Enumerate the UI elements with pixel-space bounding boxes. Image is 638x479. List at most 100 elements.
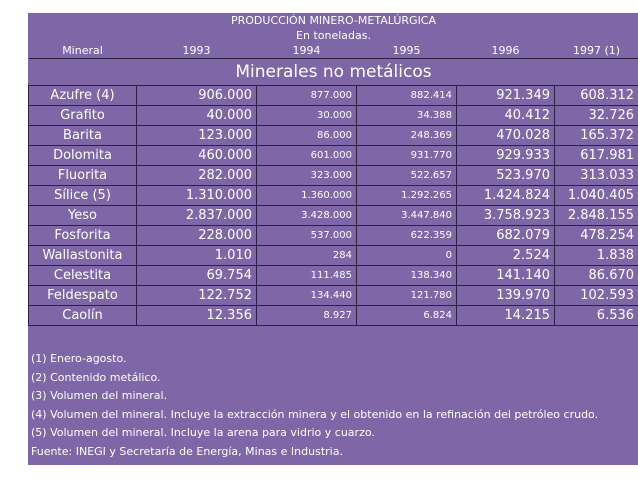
value-1994: 323.000 [256, 165, 357, 186]
production-table: PRODUCCIÓN MINERO-METALÚRGICA En tonelad… [28, 13, 638, 326]
value-1993: 40.000 [136, 105, 257, 126]
value-1996: 14.215 [456, 305, 555, 326]
value-1993: 460.000 [136, 145, 257, 166]
mineral-name: Dolomita [28, 145, 137, 166]
footnote: (5) Volumen del mineral. Incluye la aren… [31, 426, 375, 440]
value-1995: 1.292.265 [356, 185, 457, 206]
value-1995: 0 [356, 245, 457, 266]
table-row: Fosforita 228.000 537.000 622.359 682.079 478… [28, 225, 638, 246]
value-1997: 1.040.405 [553, 185, 638, 206]
value-1995: 3.447.840 [356, 205, 457, 226]
value-1993: 123.000 [136, 125, 257, 146]
table-row: Yeso 2.837.000 3.428.000 3.447.840 3.758.923… [28, 205, 638, 226]
value-1994: 30.000 [256, 105, 357, 126]
value-1995: 6.824 [356, 305, 457, 326]
value-1996: 2.524 [456, 245, 555, 266]
footnote: (4) Volumen del mineral. Incluye la extr… [31, 407, 599, 421]
value-1997: 617.981 [553, 145, 638, 166]
table-row: Grafito 40.000 30.000 34.388 40.412 32.726 [28, 105, 638, 126]
mineral-name: Caolín [28, 305, 137, 326]
section-title: Minerales no metálicos [235, 62, 432, 82]
value-1994: 8.927 [256, 305, 357, 326]
value-1995: 622.359 [356, 225, 457, 246]
mineral-name: Celestita [28, 265, 137, 286]
value-1996: 3.758.923 [456, 205, 555, 226]
value-1997: 32.726 [553, 105, 638, 126]
value-1994: 1.360.000 [256, 185, 357, 206]
table-row: Azufre (4) 906.000 877.000 882.414 921.349 60… [28, 85, 638, 106]
mineral-name: Fosforita [28, 225, 137, 246]
mineral-name: Fluorita [28, 165, 137, 186]
value-1994: 134.440 [256, 285, 357, 306]
value-1993: 1.310.000 [136, 185, 257, 206]
value-1995: 931.770 [356, 145, 457, 166]
value-1997: 165.372 [553, 125, 638, 146]
mineral-name: Azufre (4) [28, 85, 137, 106]
value-1993: 2.837.000 [136, 205, 257, 226]
header-1995: 1995 [356, 43, 457, 59]
value-1997: 102.593 [553, 285, 638, 306]
mineral-name: Yeso [28, 205, 137, 226]
header-row: Mineral 1993 1994 1995 1996 1997 (1) [28, 43, 638, 59]
footnote: (3) Volumen del mineral. [31, 389, 168, 403]
value-1996: 40.412 [456, 105, 555, 126]
table-row: Celestita 69.754 111.485 138.340 141.140 86.6… [28, 265, 638, 286]
value-1994: 3.428.000 [256, 205, 357, 226]
value-1995: 248.369 [356, 125, 457, 146]
table-row: Feldespato 122.752 134.440 121.780 139.970 10… [28, 285, 638, 306]
value-1996: 929.933 [456, 145, 555, 166]
value-1997: 313.033 [553, 165, 638, 186]
footnote: (2) Contenido metálico. [31, 370, 161, 384]
value-1993: 69.754 [136, 265, 257, 286]
header-1996: 1996 [456, 43, 555, 59]
value-1997: 608.312 [553, 85, 638, 106]
header-1994: 1994 [256, 43, 357, 59]
mineral-name: Barita [28, 125, 137, 146]
value-1997: 2.848.155 [553, 205, 638, 226]
value-1993: 282.000 [136, 165, 257, 186]
table-row: Barita 123.000 86.000 248.369 470.028 165.372 [28, 125, 638, 146]
table-row: Wallastonita 1.010 284 0 2.524 1.838 [28, 245, 638, 266]
production-sheet: PRODUCCIÓN MINERO-METALÚRGICA En tonelad… [28, 13, 638, 465]
value-1995: 138.340 [356, 265, 457, 286]
table-row: Caolín 12.356 8.927 6.824 14.215 6.536 [28, 305, 638, 326]
footnotes: (1) Enero-agosto. (2) Contenido metálico… [31, 350, 635, 462]
mineral-name: Feldespato [28, 285, 137, 306]
value-1995: 34.388 [356, 105, 457, 126]
value-1996: 470.028 [456, 125, 555, 146]
table-row: Sílice (5) 1.310.000 1.360.000 1.292.265 1.4… [28, 185, 638, 206]
value-1993: 228.000 [136, 225, 257, 246]
mineral-name: Sílice (5) [28, 185, 137, 206]
header-mineral: Mineral [28, 43, 137, 59]
footnote: (1) Enero-agosto. [31, 352, 127, 365]
value-1994: 537.000 [256, 225, 357, 246]
value-1997: 86.670 [553, 265, 638, 286]
value-1994: 86.000 [256, 125, 357, 146]
value-1996: 141.140 [456, 265, 555, 286]
value-1997: 6.536 [553, 305, 638, 326]
header-1997: 1997 (1) [554, 43, 638, 59]
table-row: Fluorita 282.000 323.000 522.657 523.970 313.… [28, 165, 638, 186]
value-1994: 877.000 [256, 85, 357, 106]
value-1995: 121.780 [356, 285, 457, 306]
value-1993: 12.356 [136, 305, 257, 326]
mineral-name: Grafito [28, 105, 137, 126]
value-1996: 1.424.824 [456, 185, 555, 206]
value-1995: 882.414 [356, 85, 457, 106]
value-1994: 284 [256, 245, 357, 266]
value-1996: 523.970 [456, 165, 555, 186]
value-1993: 1.010 [136, 245, 257, 266]
value-1997: 478.254 [553, 225, 638, 246]
value-1996: 682.079 [456, 225, 555, 246]
value-1993: 906.000 [136, 85, 257, 106]
value-1993: 122.752 [136, 285, 257, 306]
table-subtitle: En toneladas. [296, 29, 371, 42]
table-row: Dolomita 460.000 601.000 931.770 929.933 617.… [28, 145, 638, 166]
mineral-name: Wallastonita [28, 245, 137, 266]
value-1996: 139.970 [456, 285, 555, 306]
table-title: PRODUCCIÓN MINERO-METALÚRGICA [231, 14, 437, 27]
value-1997: 1.838 [553, 245, 638, 266]
value-1995: 522.657 [356, 165, 457, 186]
source-note: Fuente: INEGI y Secretaría de Energía, M… [31, 444, 343, 458]
value-1996: 921.349 [456, 85, 555, 106]
